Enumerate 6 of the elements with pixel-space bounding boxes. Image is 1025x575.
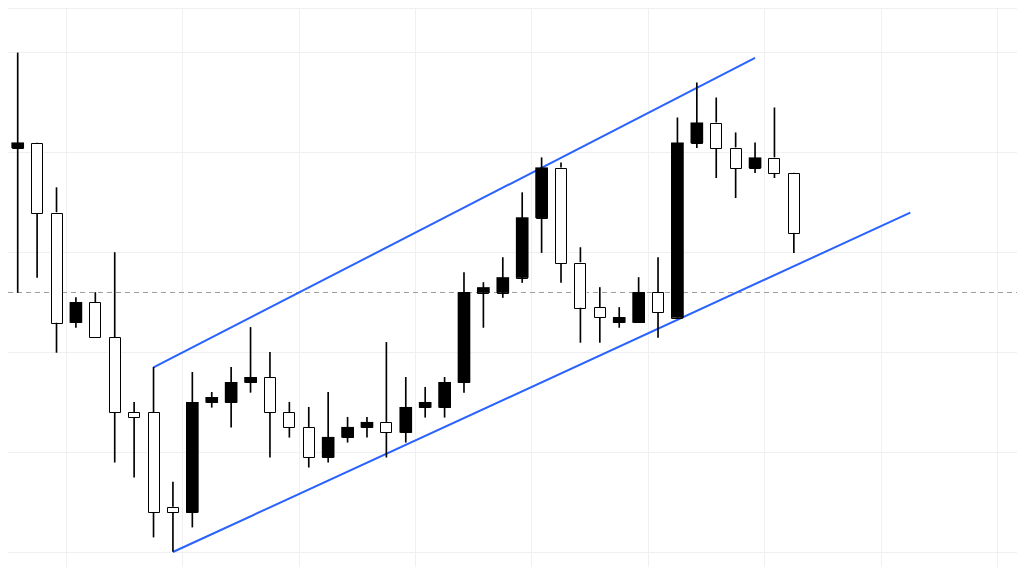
candlestick bbox=[651, 257, 665, 338]
candlestick bbox=[166, 481, 180, 552]
candlestick bbox=[11, 52, 25, 293]
candlestick bbox=[593, 287, 607, 343]
candlestick bbox=[127, 401, 141, 478]
candlestick bbox=[418, 386, 432, 418]
